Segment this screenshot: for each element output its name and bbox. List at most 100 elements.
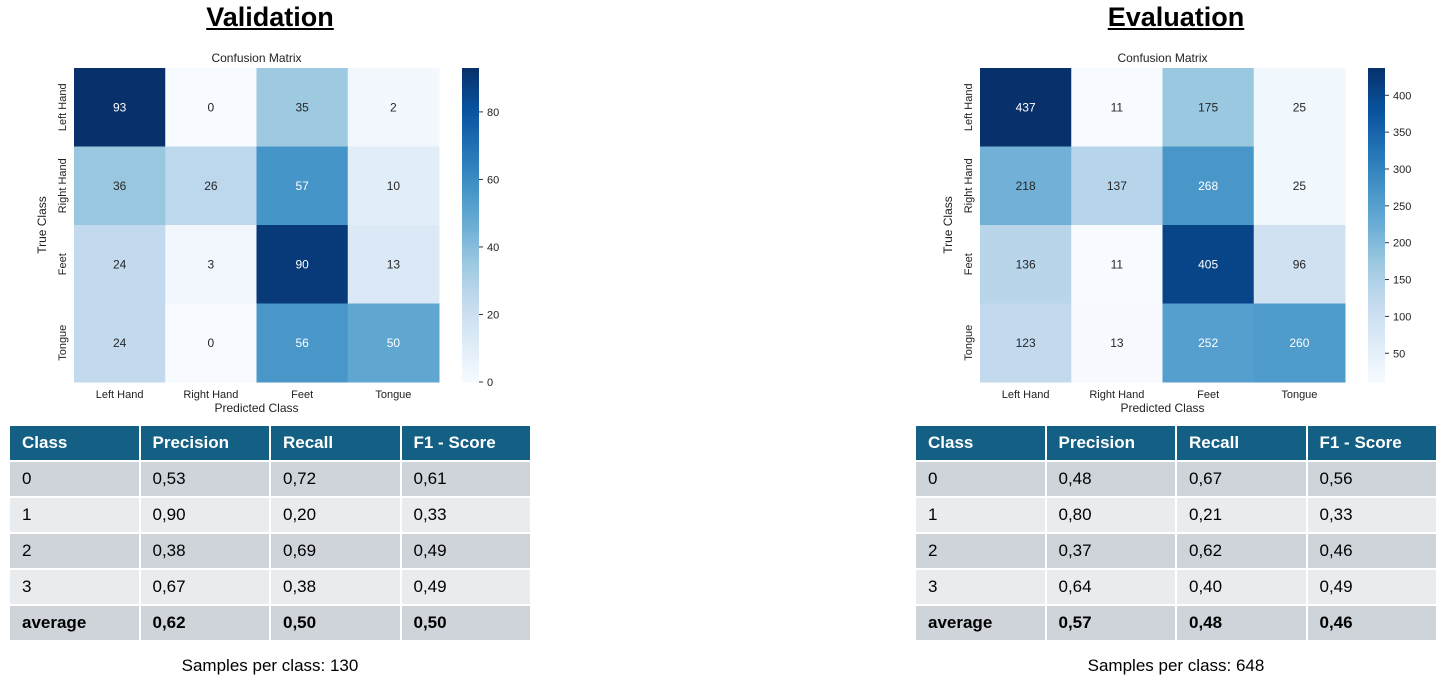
- colorbar-segment: [1368, 99, 1385, 104]
- cell-precision: 0,80: [1044, 496, 1177, 534]
- cell-value: 252: [1198, 336, 1218, 350]
- table-row: 2 0,38 0,69 0,49: [8, 532, 532, 570]
- colorbar-segment: [1368, 111, 1385, 116]
- heatmap-cell: [1071, 68, 1163, 147]
- colorbar-segment: [1368, 228, 1385, 232]
- colorbar-segment: [462, 203, 479, 207]
- colorbar-segment: [462, 231, 479, 236]
- colorbar-tick-label: 60: [487, 174, 499, 186]
- colorbar-segment: [1368, 243, 1385, 248]
- colorbar-segment: [462, 240, 479, 245]
- colorbar-segment: [462, 300, 479, 305]
- header-class: Class: [914, 424, 1047, 462]
- colorbar-segment: [1368, 121, 1385, 126]
- colorbar-segment: [1368, 184, 1385, 188]
- colorbar-segment: [462, 162, 479, 166]
- colorbar-segment: [462, 334, 479, 339]
- colorbar-segment: [462, 209, 479, 214]
- cell-f1-score: 0,56: [1305, 460, 1438, 498]
- colorbar-segment: [462, 363, 479, 367]
- colorbar-segment: [1368, 118, 1385, 122]
- colorbar-segment: [462, 281, 479, 286]
- heatmap-cell: [256, 146, 349, 226]
- colorbar-segment: [1368, 341, 1385, 345]
- colorbar-segment: [462, 284, 479, 289]
- colorbar-segment: [1368, 124, 1385, 129]
- colorbar-segment: [462, 356, 479, 361]
- colorbar-segment: [462, 93, 479, 97]
- cell-precision: 0,53: [138, 460, 271, 498]
- colorbar-segment: [1368, 334, 1385, 339]
- colorbar-segment: [1368, 290, 1385, 295]
- colorbar-segment: [462, 77, 479, 82]
- colorbar-segment: [1368, 155, 1385, 160]
- cell-precision: 0,67: [138, 568, 271, 606]
- colorbar-segment: [462, 265, 479, 270]
- cell-value: 11: [1111, 100, 1124, 114]
- colorbar-segment: [1368, 108, 1385, 113]
- table-row: 0 0,53 0,72 0,61: [8, 460, 532, 498]
- colorbar-segment: [462, 331, 479, 336]
- colorbar-segment: [462, 215, 479, 220]
- colorbar-segment: [462, 152, 479, 157]
- table-row: 0 0,48 0,67 0,56: [914, 460, 1438, 498]
- header-precision: Precision: [138, 424, 271, 462]
- cell-value: 93: [113, 100, 127, 114]
- colorbar-segment: [1368, 165, 1385, 170]
- colorbar-segment: [462, 250, 479, 254]
- colorbar-segment: [1368, 133, 1385, 138]
- colorbar-segment: [1368, 102, 1385, 107]
- colorbar-segment: [1368, 250, 1385, 254]
- colorbar-segment: [462, 347, 479, 352]
- cell-recall: 0,40: [1175, 568, 1308, 606]
- colorbar-segment: [462, 181, 479, 185]
- colorbar-segment: [462, 193, 479, 198]
- y-tick-label: Tongue: [963, 325, 975, 361]
- colorbar-segment: [462, 143, 479, 148]
- table-row: 3 0,64 0,40 0,49: [914, 568, 1438, 606]
- section-title: Validation: [206, 2, 334, 32]
- colorbar-segment: [1368, 96, 1385, 100]
- colorbar-segment: [1368, 278, 1385, 283]
- cell-precision: 0,57: [1044, 604, 1177, 642]
- colorbar-segment: [462, 225, 479, 229]
- y-tick-label: Right Hand: [963, 158, 975, 213]
- colorbar-segment: [1368, 71, 1385, 75]
- colorbar-segment: [1368, 253, 1385, 257]
- colorbar-segment: [1368, 181, 1385, 185]
- colorbar-segment: [1368, 231, 1385, 236]
- cell-recall: 0,69: [269, 532, 402, 570]
- colorbar-tick-label: 300: [1393, 164, 1411, 176]
- colorbar-segment: [1368, 105, 1385, 110]
- cell-value: 90: [295, 257, 309, 271]
- confusion-matrix-chart: Confusion Matrix 93 0 35 2 36 26 57 10 24 3 90 13 24 0…: [35, 51, 499, 415]
- colorbar-segment: [1368, 68, 1385, 72]
- colorbar-segment: [462, 262, 479, 267]
- colorbar-segment: [462, 253, 479, 257]
- cell-value: 2: [390, 100, 397, 114]
- colorbar-segment: [462, 206, 479, 210]
- x-tick-label: Left Hand: [96, 389, 144, 401]
- heatmap-cell: [980, 146, 1072, 226]
- colorbar-segment: [462, 378, 479, 383]
- colorbar-segment: [462, 74, 479, 79]
- heatmap-cell: [165, 146, 257, 226]
- colorbar-segment: [462, 322, 479, 327]
- x-tick-label: Right Hand: [183, 389, 238, 401]
- header-precision: Precision: [1044, 424, 1177, 462]
- colorbar-segment: [1368, 322, 1385, 327]
- evaluation-panel: Evaluation Confusion Matrix 437 11 175 25 218…: [906, 0, 1445, 682]
- colorbar-tick-label: 80: [487, 107, 499, 119]
- cell-f1-score: 0,49: [399, 568, 532, 606]
- colorbar-segment: [462, 366, 479, 371]
- colorbar-segment: [1368, 127, 1385, 132]
- cell-value: 13: [387, 257, 401, 271]
- colorbar-segment: [462, 312, 479, 317]
- cell-value: 136: [1016, 257, 1036, 271]
- colorbar-segment: [1368, 309, 1385, 314]
- colorbar-segment: [1368, 93, 1385, 97]
- colorbar-segment: [1368, 143, 1385, 148]
- x-axis-label: Predicted Class: [214, 401, 298, 415]
- y-tick-label: Feet: [57, 253, 69, 275]
- colorbar-segment: [462, 187, 479, 192]
